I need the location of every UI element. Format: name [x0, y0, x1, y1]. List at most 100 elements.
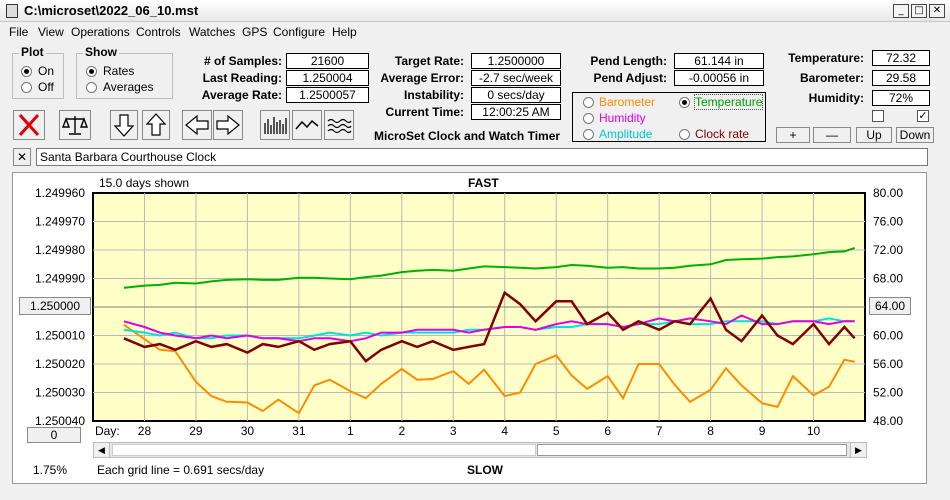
scroll-down-button[interactable]: [110, 110, 138, 140]
temperature-radio[interactable]: [679, 97, 690, 108]
pend-adjust-value: -0.00056 in: [674, 70, 764, 86]
menu-operations[interactable]: Operations: [71, 25, 130, 39]
amplitude-option-label: Amplitude: [599, 127, 653, 141]
menu-gps[interactable]: GPS: [242, 25, 268, 39]
menu-help[interactable]: Help: [332, 25, 357, 39]
menu-view[interactable]: View: [38, 25, 64, 39]
clear-button[interactable]: [13, 110, 45, 140]
scrollbar-thumb[interactable]: [537, 444, 847, 456]
balance-scale-icon: [61, 116, 89, 135]
show-group-title: Show: [83, 45, 119, 59]
arrow-left-icon: [185, 114, 209, 136]
scroll-up-button[interactable]: [142, 110, 170, 140]
last-reading-value: 1.250004: [286, 70, 369, 86]
barometer-label: Barometer:: [799, 71, 864, 85]
average-error-value: -2.7 sec/week: [471, 70, 561, 86]
down-button[interactable]: Down: [896, 127, 934, 143]
temperature-option-label: Temperature: [693, 94, 764, 110]
series-line: [123, 314, 855, 343]
target-rate-field[interactable]: 1.2500000: [471, 53, 561, 69]
show-rates-radio[interactable]: [86, 66, 97, 77]
humidity-radio[interactable]: [583, 113, 594, 124]
menu-file[interactable]: File: [9, 25, 29, 39]
app-icon: [6, 4, 18, 18]
grid-lines: [93, 193, 865, 421]
temperature-center-button[interactable]: 64.00: [869, 297, 911, 315]
days-shown-label: 15.0 days shown: [99, 176, 189, 190]
grid-line-note: Each grid line = 0.691 secs/day: [97, 463, 264, 477]
menu-watches[interactable]: Watches: [189, 25, 236, 39]
pend-adjust-label: Pend Adjust:: [593, 71, 667, 85]
bar-chart-icon: [264, 117, 287, 134]
window-title: C:\microset\2022_06_10.mst: [24, 3, 199, 18]
chart-series: [123, 246, 856, 415]
arrow-up-icon: [145, 113, 167, 136]
plot-on-label: On: [38, 64, 55, 78]
y-left-tick-label: 1.250020: [35, 357, 85, 371]
average-rate-value: 1.2500057: [286, 87, 369, 103]
series-line: [123, 246, 856, 289]
percent-label: 1.75%: [33, 463, 67, 477]
amplitude-radio[interactable]: [583, 129, 594, 140]
day-axis-label: Day:: [95, 424, 120, 438]
x-tick-label: 8: [707, 424, 714, 438]
instability-label: Instability:: [403, 88, 464, 102]
x-tick-label: 7: [656, 424, 663, 438]
show-averages-radio[interactable]: [86, 82, 97, 93]
barometer-option-label: Barometer: [599, 95, 656, 109]
app-caption: MicroSet Clock and Watch Timer: [374, 129, 561, 143]
scroll-right-button[interactable]: [213, 110, 243, 140]
up-button[interactable]: Up: [856, 127, 892, 143]
x-tick-label: 6: [604, 424, 611, 438]
clock-rate-radio[interactable]: [679, 129, 690, 140]
rate-center-button[interactable]: 1.250000: [19, 297, 91, 315]
balance-button[interactable]: [59, 110, 91, 140]
pend-length-label: Pend Length:: [590, 54, 667, 68]
last-reading-label: Last Reading:: [202, 71, 282, 85]
y-right-tick-label: 72.00: [873, 243, 903, 257]
wave-view-button[interactable]: [324, 110, 354, 140]
y-right-tick-label: 76.00: [873, 215, 903, 229]
bar-view-button[interactable]: [260, 110, 290, 140]
horizontal-scrollbar[interactable]: ◀ ▶: [93, 442, 867, 458]
maximize-icon[interactable]: □: [911, 4, 927, 18]
plot-off-label: Off: [38, 80, 54, 94]
series-line: [123, 323, 855, 415]
x-tick-label: 30: [241, 424, 255, 438]
x-tick-label: 4: [501, 424, 508, 438]
y-right-tick-label: 60.00: [873, 329, 903, 343]
barometer-radio[interactable]: [583, 97, 594, 108]
offset-button[interactable]: 0: [27, 427, 81, 443]
left-checkbox[interactable]: [872, 110, 884, 122]
x-tick-label: 29: [189, 424, 203, 438]
x-tick-label: 10: [807, 424, 821, 438]
menu-controls[interactable]: Controls: [136, 25, 181, 39]
line-view-button[interactable]: [292, 110, 322, 140]
scroll-left-arrow-icon[interactable]: ◀: [94, 443, 110, 457]
minimize-icon[interactable]: _: [893, 4, 909, 18]
minus-button[interactable]: —: [813, 127, 851, 143]
line-chart-icon: [295, 119, 319, 130]
show-group: Show: [76, 45, 173, 99]
y-left-tick-label: 1.250030: [35, 386, 85, 400]
notes-field[interactable]: Santa Barbara Courthouse Clock: [36, 148, 928, 166]
average-error-label: Average Error:: [380, 71, 464, 85]
wave-icon: [327, 118, 352, 134]
scroll-right-arrow-icon[interactable]: ▶: [850, 443, 866, 457]
plot-on-radio[interactable]: [21, 66, 32, 77]
y-right-tick-label: 48.00: [873, 414, 903, 428]
scroll-left-button[interactable]: [182, 110, 212, 140]
target-rate-label: Target Rate:: [394, 54, 464, 68]
right-checkbox[interactable]: ✓: [917, 110, 929, 122]
plus-button[interactable]: +: [776, 127, 810, 143]
sensor-select-panel: [572, 92, 766, 142]
close-icon[interactable]: ✕: [929, 4, 945, 18]
y-left-tick-label: 1.249990: [35, 272, 85, 286]
pend-length-field[interactable]: 61.144 in: [674, 53, 764, 69]
plot-off-radio[interactable]: [21, 82, 32, 93]
menu-configure[interactable]: Configure: [273, 25, 326, 39]
y-left-tick-label: 1.249970: [35, 215, 85, 229]
close-notes-button[interactable]: ✕: [13, 148, 31, 166]
scrollbar-track[interactable]: [112, 444, 536, 456]
x-tick-label: 3: [450, 424, 457, 438]
